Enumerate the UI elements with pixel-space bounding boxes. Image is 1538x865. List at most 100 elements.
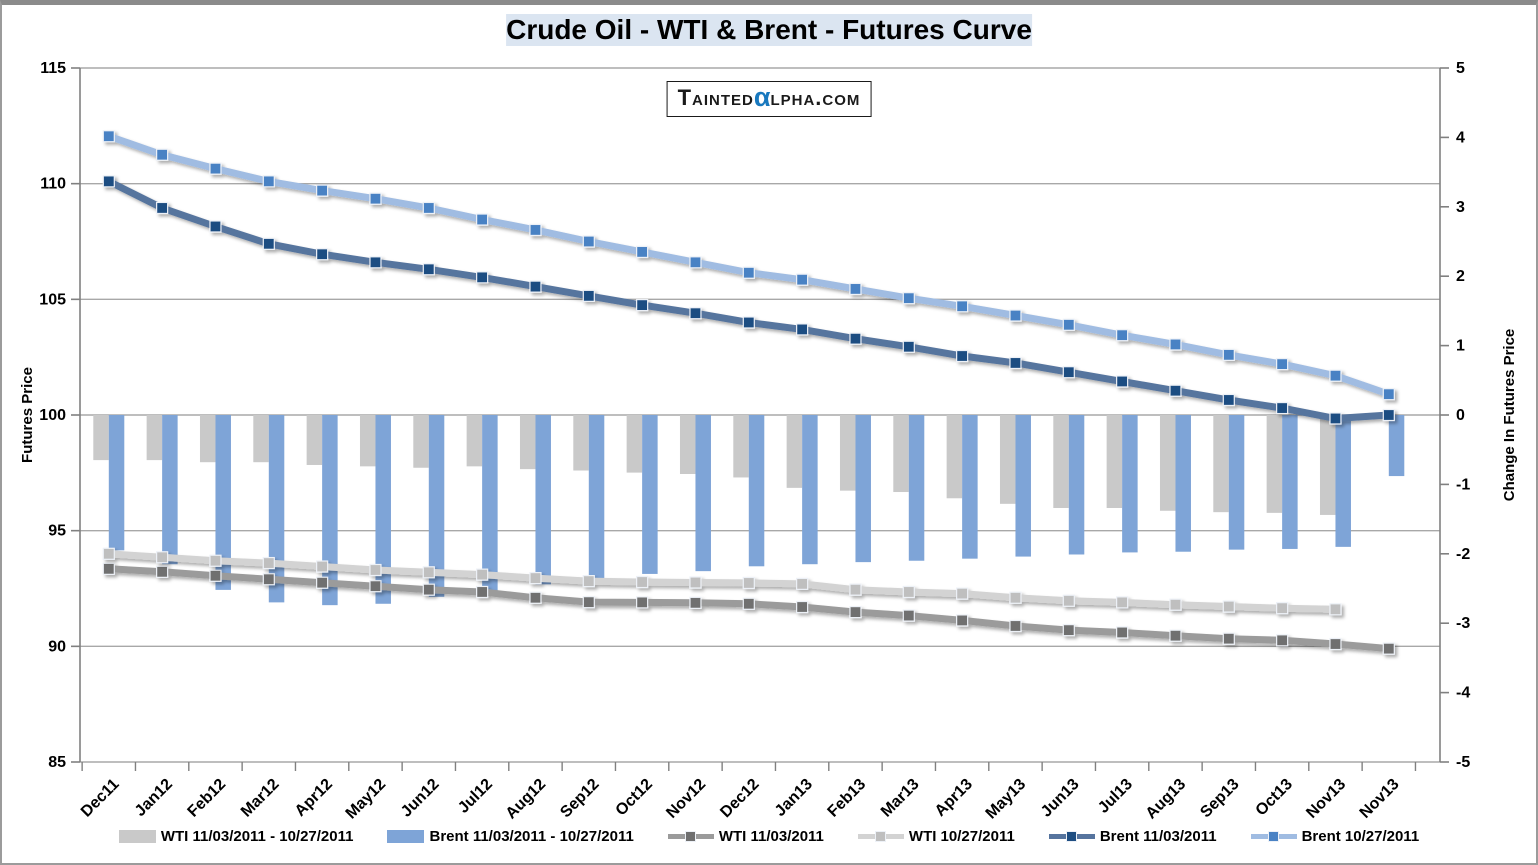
bar	[573, 415, 589, 471]
line-marker	[262, 556, 275, 570]
bar	[466, 415, 483, 467]
line-marker	[369, 580, 382, 593]
line-marker	[102, 175, 115, 188]
line-marker	[1062, 594, 1075, 607]
x-axis-label: Dec12	[717, 776, 762, 821]
bar	[199, 415, 216, 463]
line-marker	[369, 192, 382, 205]
line-marker	[1116, 375, 1129, 388]
bar	[428, 415, 445, 597]
bar	[1282, 415, 1298, 549]
line-marker	[742, 597, 755, 610]
line-marker	[1222, 600, 1235, 613]
line-marker	[262, 573, 275, 586]
line-marker	[102, 130, 115, 143]
x-axis-label: Mar13	[878, 776, 923, 821]
bar	[1106, 415, 1123, 508]
bar	[519, 415, 536, 470]
line-path	[107, 132, 1390, 398]
line-marker	[689, 576, 702, 589]
bar	[215, 415, 231, 590]
bar	[1068, 415, 1085, 555]
line-marker	[1382, 408, 1395, 422]
legend-label: Brent 11/03/2011 - 10/27/2011	[429, 828, 634, 845]
line-marker	[476, 568, 489, 581]
line-marker	[689, 596, 702, 609]
bar	[1335, 415, 1351, 547]
bar	[322, 415, 338, 606]
line-marker	[1062, 624, 1075, 637]
x-axis-label: May12	[343, 776, 390, 823]
line-marker	[742, 266, 755, 279]
line-marker	[956, 587, 969, 600]
x-axis-label: Feb13	[825, 776, 870, 821]
left-axis-tick-label: 85	[48, 754, 66, 771]
line-marker	[422, 263, 435, 276]
bar	[162, 415, 178, 565]
line-path	[108, 550, 1336, 613]
x-axis-label: Nov13	[1303, 776, 1349, 822]
x-axis-label: Aug13	[1143, 776, 1190, 823]
bar	[679, 415, 696, 474]
legend-line-swatch	[857, 830, 904, 843]
line-marker	[636, 299, 649, 312]
line-marker	[742, 576, 755, 590]
bar	[253, 415, 269, 463]
bar-series-1	[108, 415, 1405, 606]
line-marker	[316, 576, 329, 589]
bar	[359, 415, 376, 467]
line-marker	[849, 583, 862, 596]
bar	[1388, 415, 1405, 477]
line-marker	[209, 162, 222, 175]
line-marker	[1116, 596, 1129, 609]
bar	[1122, 415, 1138, 553]
bar	[588, 415, 605, 579]
line-marker	[209, 220, 222, 233]
legend-item: Brent 10/27/2011	[1250, 828, 1419, 845]
legend-bar-swatch	[118, 830, 156, 843]
line-marker	[1009, 309, 1022, 322]
bar	[108, 415, 125, 551]
bar	[1228, 415, 1245, 550]
line-marker	[316, 184, 329, 197]
left-axis-tick-label: 100	[39, 407, 66, 424]
logo-alpha-glyph: α	[753, 82, 771, 112]
line-marker	[1329, 637, 1342, 651]
line-marker	[956, 349, 969, 363]
x-axis-label: Sep12	[557, 776, 602, 821]
line-marker	[156, 201, 169, 215]
x-axis-label: Jul13	[1095, 776, 1136, 817]
taintedalpha-logo: Taintedαlpha.com	[666, 81, 872, 117]
logo-text-part1: Tainted	[677, 85, 754, 110]
bar	[146, 415, 163, 461]
bar	[802, 415, 818, 565]
line-marker	[316, 248, 329, 261]
line-marker	[529, 571, 542, 585]
line-marker	[529, 591, 542, 604]
left-axis-tick-label: 90	[48, 638, 66, 655]
line-marker	[902, 585, 915, 599]
x-axis-label: Jan12	[132, 776, 176, 820]
line-marker	[902, 609, 915, 622]
line-marker	[582, 289, 595, 302]
x-axis-label: Jan13	[772, 776, 816, 820]
line-marker	[1329, 412, 1342, 425]
bar	[855, 415, 871, 563]
right-axis-tick-label: 5	[1456, 60, 1465, 77]
legend-line-marker	[684, 831, 696, 842]
left-axis-title: Futures Price	[19, 367, 36, 463]
line-marker	[1276, 358, 1289, 371]
line-marker	[102, 562, 115, 575]
legend-line-marker	[874, 831, 886, 842]
right-axis-tick-label: 3	[1456, 199, 1465, 216]
right-axis-tick-label: 2	[1456, 268, 1465, 285]
right-axis-tick-label: -3	[1456, 615, 1470, 632]
line-marker	[1329, 603, 1342, 616]
line-marker	[1169, 629, 1182, 642]
legend-label: Brent 11/03/2011	[1099, 828, 1217, 845]
line-marker	[1222, 348, 1235, 361]
line-marker	[849, 605, 862, 619]
right-axis-tick-label: -1	[1456, 476, 1470, 493]
line-marker	[529, 280, 542, 293]
bar	[962, 415, 978, 559]
